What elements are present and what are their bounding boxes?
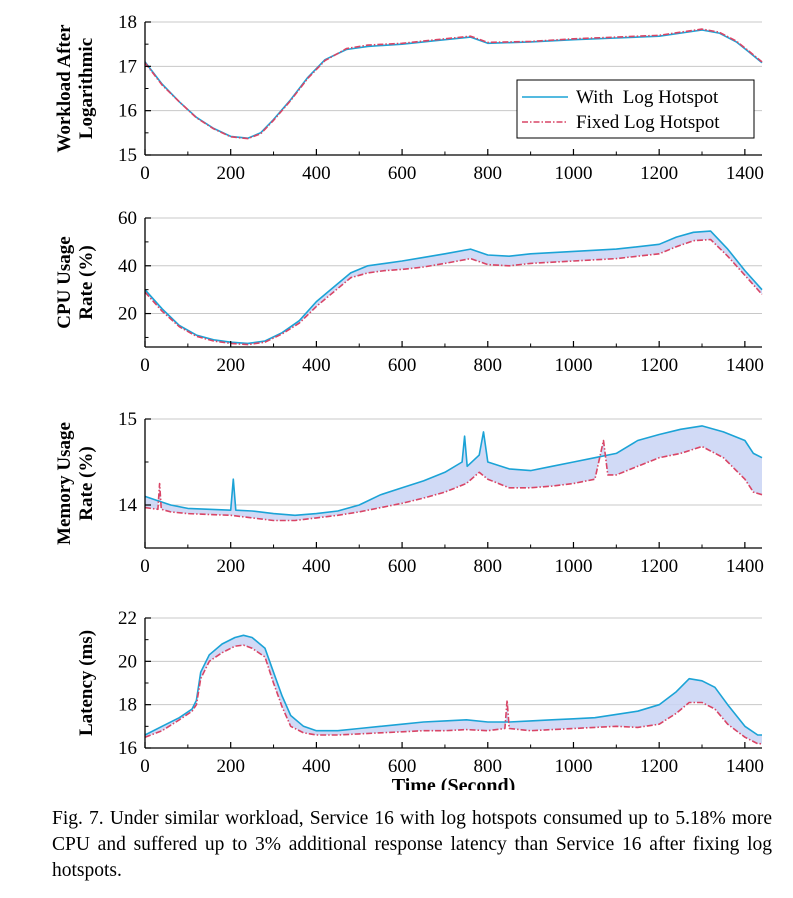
x-tick-label: 400	[302, 163, 331, 184]
y-axis-label: CPU Usage	[54, 236, 75, 328]
x-tick-label: 1200	[640, 556, 678, 577]
x-tick-label: 800	[474, 163, 503, 184]
x-tick-label: 1400	[726, 556, 764, 577]
legend: With Log Hotspot Fixed Log Hotspot	[516, 79, 755, 139]
x-tick-label: 800	[474, 756, 503, 777]
series-line-fixed-log-hotspot	[144, 28, 763, 140]
x-tick-label: 600	[388, 355, 417, 376]
y-tick-label: 16	[118, 738, 137, 759]
series-line-with-log-hotspot	[144, 634, 762, 736]
x-tick-label: 1200	[640, 163, 678, 184]
chart-panel-1: 15 16 17 18 0 200 400 600 800 1000 1200 1400 Workloa…	[54, 12, 764, 184]
x-tick-label: 1000	[554, 355, 592, 376]
chart-panel-3: 14 15 0 200 400 600 800 1000 1200 1400 Memory Usag…	[54, 409, 764, 577]
x-tick-label: 0	[140, 756, 150, 777]
y-tick-label: 18	[118, 12, 137, 33]
legend-box	[516, 79, 755, 139]
figure-caption: Fig. 7. Under similar workload, Service …	[52, 808, 772, 881]
x-tick-label: 1200	[640, 355, 678, 376]
series-line-fixed-log-hotspot	[144, 238, 763, 346]
y-axis-label: Latency (ms)	[76, 630, 97, 736]
y-tick-label: 18	[118, 695, 137, 716]
y-tick-label: 22	[118, 608, 137, 629]
series-line-fixed-log-hotspot	[144, 644, 762, 745]
y-tick-label: 16	[118, 101, 137, 122]
y-tick-label: 14	[118, 495, 138, 516]
y-tick-label: 20	[118, 651, 137, 672]
x-tick-label: 1400	[726, 355, 764, 376]
y-axis-label: Workload After	[54, 24, 75, 153]
gap-fill-area	[145, 425, 762, 521]
y-axis-label: Memory Usage	[54, 422, 75, 545]
x-axis-label: Time (Second)	[392, 775, 516, 790]
x-tick-label: 1200	[640, 756, 678, 777]
y-axis-label: Rate (%)	[76, 446, 97, 520]
chart-panel-4: 16 18 20 22 0 200 400 600 800 1000 1200 1400 Latency…	[76, 608, 764, 790]
y-tick-label: 40	[118, 256, 137, 277]
x-tick-label: 400	[302, 355, 331, 376]
y-axis-label: Logarithmic	[76, 38, 97, 139]
y-axis-label: Rate (%)	[76, 245, 97, 319]
y-tick-label: 15	[118, 409, 137, 430]
gap-fill-area	[145, 231, 762, 345]
x-tick-label: 400	[302, 756, 331, 777]
x-tick-label: 1000	[554, 756, 592, 777]
series-line-fixed-log-hotspot	[144, 439, 763, 522]
x-tick-label: 600	[388, 163, 417, 184]
x-tick-label: 0	[140, 163, 150, 184]
series-line-with-log-hotspot	[144, 425, 763, 517]
x-tick-label: 200	[216, 163, 245, 184]
x-tick-label: 200	[216, 556, 245, 577]
series-line-with-log-hotspot	[144, 29, 763, 139]
x-tick-label: 0	[140, 355, 150, 376]
legend-label: With Log Hotspot	[576, 87, 719, 108]
x-tick-label: 400	[302, 556, 331, 577]
x-tick-label: 1400	[726, 756, 764, 777]
x-tick-label: 600	[388, 756, 417, 777]
gap-fill-area	[145, 635, 762, 744]
x-tick-label: 800	[474, 355, 503, 376]
legend-label: Fixed Log Hotspot	[576, 112, 720, 133]
x-tick-label: 200	[216, 355, 245, 376]
y-tick-label: 17	[118, 56, 137, 77]
x-tick-label: 0	[140, 556, 150, 577]
x-tick-label: 1400	[726, 163, 764, 184]
y-tick-label: 20	[118, 304, 137, 325]
x-tick-label: 1000	[554, 163, 592, 184]
x-tick-label: 200	[216, 756, 245, 777]
y-tick-label: 60	[118, 208, 137, 229]
y-tick-label: 15	[118, 145, 137, 166]
x-tick-label: 1000	[554, 556, 592, 577]
x-tick-label: 600	[388, 556, 417, 577]
x-tick-label: 800	[474, 556, 503, 577]
